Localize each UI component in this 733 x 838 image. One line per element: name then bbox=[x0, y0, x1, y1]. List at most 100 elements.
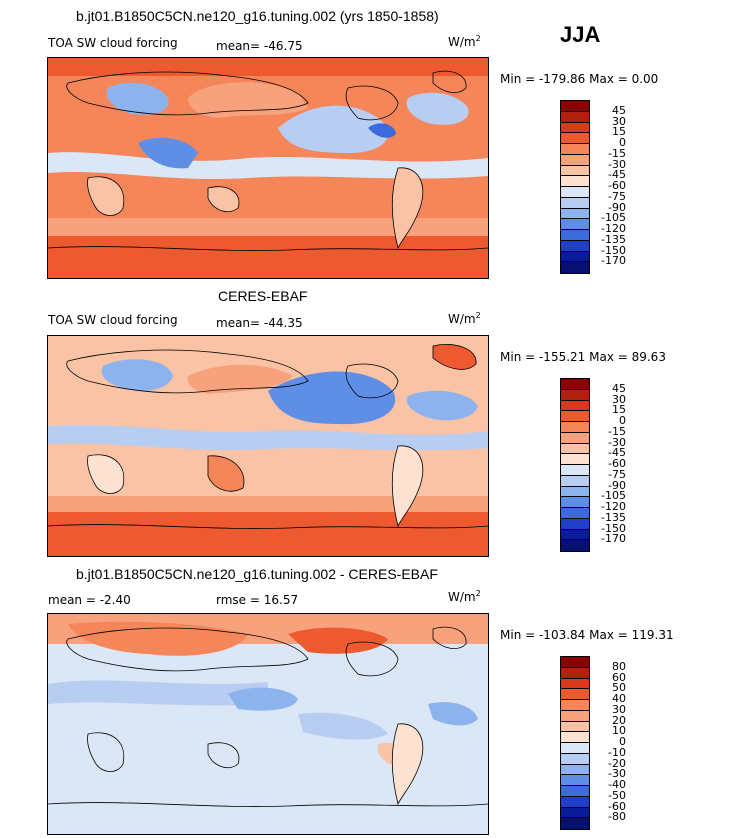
colorbar-tick-label: -90 bbox=[608, 478, 626, 492]
colorbar-tick-label: -105 bbox=[601, 489, 626, 503]
colorbar-segment bbox=[561, 454, 589, 465]
colorbar-segment bbox=[561, 743, 589, 754]
panel-2-minmax: Min = -155.21 Max = 89.63 bbox=[500, 350, 666, 364]
colorbar-segment bbox=[561, 700, 589, 711]
colorbar-segment bbox=[561, 678, 589, 690]
panel-1-title: b.jt01.B1850C5CN.ne120_g16.tuning.002 (y… bbox=[76, 8, 439, 24]
colorbar-tick-label: -135 bbox=[601, 510, 626, 524]
colorbar-tick-label: -60 bbox=[608, 179, 626, 192]
colorbar-segment bbox=[561, 262, 589, 273]
colorbar-segment bbox=[561, 818, 589, 829]
colorbar-segment bbox=[561, 101, 589, 112]
colorbar-tick-label: -30 bbox=[608, 767, 626, 781]
colorbar-segment bbox=[561, 465, 589, 476]
colorbar-tick-label: -60 bbox=[608, 799, 626, 813]
colorbar-tick-label: 0 bbox=[619, 735, 626, 748]
colorbar-tick-label: 45 bbox=[612, 103, 626, 117]
panel-2-units: W/m2 bbox=[448, 311, 481, 326]
colorbar-segment bbox=[561, 753, 589, 765]
colorbar-tick-label: 0 bbox=[619, 414, 626, 427]
panel-3-rmse: rmse = 16.57 bbox=[216, 593, 299, 607]
colorbar-tick-label: -20 bbox=[608, 756, 626, 770]
colorbar-segment bbox=[561, 529, 589, 541]
colorbar-tick-label: -75 bbox=[608, 189, 626, 203]
panel-3-mean: mean = -2.40 bbox=[48, 593, 131, 607]
colorbar-segment bbox=[561, 165, 589, 177]
colorbar-tick-label: 30 bbox=[612, 114, 626, 128]
colorbar-tick-label: -105 bbox=[601, 211, 626, 225]
colorbar-segment bbox=[561, 732, 589, 743]
colorbar-segment bbox=[561, 111, 589, 123]
panel-2-colorbar bbox=[560, 378, 590, 552]
panel-2-map-svg bbox=[48, 336, 488, 556]
colorbar-segment bbox=[561, 721, 589, 733]
colorbar-segment bbox=[561, 432, 589, 444]
colorbar-tick-label: 40 bbox=[612, 692, 626, 705]
colorbar-segment bbox=[561, 176, 589, 187]
colorbar-tick-label: 30 bbox=[612, 702, 626, 716]
colorbar-tick-label: 0 bbox=[619, 136, 626, 149]
colorbar-segment bbox=[561, 197, 589, 209]
panel-2-variable: TOA SW cloud forcing bbox=[48, 313, 178, 327]
colorbar-tick-label: -135 bbox=[601, 232, 626, 246]
colorbar-segment bbox=[561, 154, 589, 166]
colorbar-segment bbox=[561, 689, 589, 700]
colorbar-segment bbox=[561, 443, 589, 455]
colorbar-tick-label: -15 bbox=[608, 424, 626, 438]
colorbar-segment bbox=[561, 540, 589, 551]
colorbar-segment bbox=[561, 786, 589, 797]
colorbar-tick-label: -90 bbox=[608, 200, 626, 214]
colorbar-tick-label: -45 bbox=[608, 446, 626, 460]
colorbar-tick-label: -30 bbox=[608, 435, 626, 449]
panel-3-title: b.jt01.B1850C5CN.ne120_g16.tuning.002 - … bbox=[76, 566, 438, 582]
panel-3-minmax: Min = -103.84 Max = 119.31 bbox=[500, 628, 674, 642]
colorbar-tick-label: -170 bbox=[601, 254, 626, 268]
colorbar-segment bbox=[561, 187, 589, 198]
panel-1-mean: mean= -46.75 bbox=[216, 39, 303, 53]
colorbar-tick-label: -120 bbox=[601, 222, 626, 235]
colorbar-segment bbox=[561, 796, 589, 808]
colorbar-tick-label: 60 bbox=[612, 670, 626, 684]
colorbar-segment bbox=[561, 775, 589, 786]
colorbar-segment bbox=[561, 486, 589, 498]
colorbar-tick-label: -120 bbox=[601, 500, 626, 513]
colorbar-segment bbox=[561, 475, 589, 487]
colorbar-segment bbox=[561, 144, 589, 155]
colorbar-tick-label: -30 bbox=[608, 157, 626, 171]
colorbar-segment bbox=[561, 710, 589, 722]
colorbar-segment bbox=[561, 379, 589, 390]
colorbar-tick-label: -60 bbox=[608, 457, 626, 470]
colorbar-tick-label: -75 bbox=[608, 467, 626, 481]
colorbar-tick-label: 50 bbox=[612, 681, 626, 695]
colorbar-segment bbox=[561, 133, 589, 144]
colorbar-segment bbox=[561, 508, 589, 519]
colorbar-segment bbox=[561, 208, 589, 220]
colorbar-segment bbox=[561, 240, 589, 252]
colorbar-segment bbox=[561, 389, 589, 401]
panel-3-colorbar bbox=[560, 656, 590, 830]
colorbar-tick-label: 20 bbox=[612, 713, 626, 727]
colorbar-segment bbox=[561, 807, 589, 819]
colorbar-tick-label: -45 bbox=[608, 168, 626, 182]
colorbar-tick-label: -40 bbox=[608, 778, 626, 791]
colorbar-tick-label: 15 bbox=[612, 125, 626, 139]
panel-3-units: W/m2 bbox=[448, 589, 481, 604]
panel-3-map bbox=[47, 613, 489, 835]
panel-2-title: CERES-EBAF bbox=[218, 288, 308, 304]
colorbar-tick-label: 10 bbox=[612, 724, 626, 738]
colorbar-segment bbox=[561, 122, 589, 134]
colorbar-segment bbox=[561, 422, 589, 433]
panel-2-map bbox=[47, 335, 489, 557]
colorbar-segment bbox=[561, 657, 589, 668]
panel-1-units: W/m2 bbox=[448, 34, 481, 49]
colorbar-tick-label: 30 bbox=[612, 392, 626, 406]
colorbar-tick-label: -150 bbox=[601, 521, 626, 535]
colorbar-segment bbox=[561, 230, 589, 241]
colorbar-segment bbox=[561, 400, 589, 412]
colorbar-segment bbox=[561, 667, 589, 679]
panel-1-variable: TOA SW cloud forcing bbox=[48, 36, 178, 50]
colorbar-tick-label: -170 bbox=[601, 532, 626, 546]
colorbar-tick-label: 45 bbox=[612, 381, 626, 395]
panel-1-map bbox=[47, 57, 489, 279]
panel-1-map-svg bbox=[48, 58, 488, 278]
